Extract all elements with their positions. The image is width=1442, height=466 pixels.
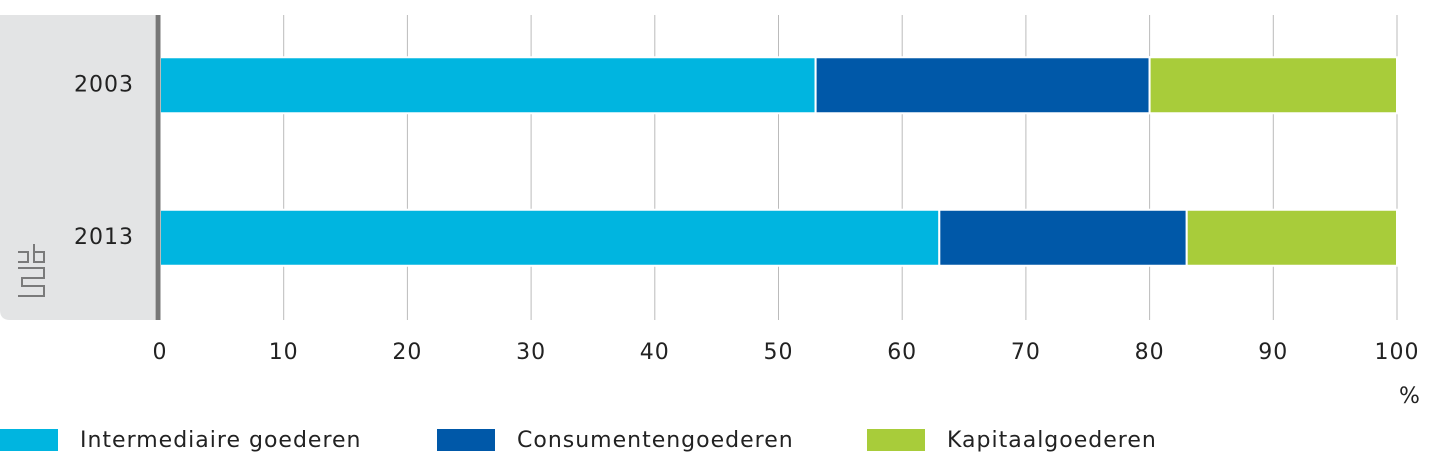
x-tick-label: 10: [269, 340, 299, 365]
x-tick-label: 100: [1375, 340, 1420, 365]
x-tick-label: 50: [764, 340, 794, 365]
bar-segment: [1148, 56, 1398, 115]
x-tick-label: 20: [392, 340, 422, 365]
y-tick-label: 2003: [74, 72, 134, 97]
bar-segment: [1185, 208, 1398, 267]
x-tick-label: 30: [516, 340, 546, 365]
x-tick-label: 90: [1258, 340, 1288, 365]
legend-label: Consumentengoederen: [517, 428, 794, 453]
bar-segment: [159, 56, 817, 115]
x-tick-label: 80: [1135, 340, 1165, 365]
legend-label: Intermediaire goederen: [80, 428, 361, 453]
legend-swatch: [437, 429, 495, 451]
x-tick-label: 0: [153, 340, 168, 365]
x-tick-label: 70: [1011, 340, 1041, 365]
bar-segment: [938, 208, 1188, 267]
bar-segment: [159, 208, 941, 267]
legend-swatch: [0, 429, 58, 451]
legend-label: Kapitaalgoederen: [947, 428, 1157, 453]
logo: [18, 244, 45, 297]
bars: [159, 56, 1398, 267]
x-axis-label: %: [1399, 384, 1421, 409]
x-tick-label: 40: [640, 340, 670, 365]
y-tick-label: 2013: [74, 225, 134, 250]
bar-segment: [814, 56, 1151, 115]
x-tick-label: 60: [887, 340, 917, 365]
category-panel: [0, 15, 155, 320]
legend-swatch: [867, 429, 925, 451]
